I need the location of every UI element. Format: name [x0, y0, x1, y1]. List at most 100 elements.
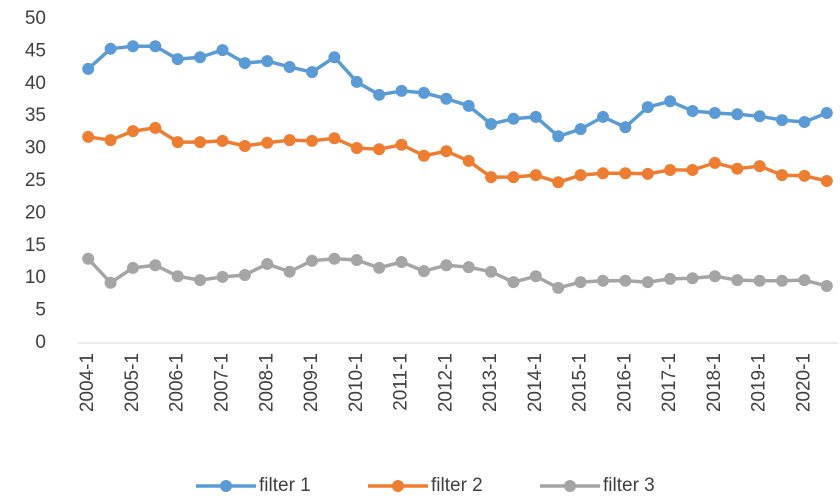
data-point — [820, 106, 833, 119]
data-point — [194, 274, 207, 287]
legend-label: filter 2 — [431, 475, 483, 496]
y-tick-label: 50 — [25, 8, 46, 29]
data-point — [619, 274, 632, 287]
data-point — [238, 57, 251, 70]
data-point — [216, 270, 229, 283]
data-point — [306, 66, 319, 79]
x-tick-label: 2013-1 — [480, 353, 501, 412]
data-point — [574, 123, 587, 136]
y-tick-label: 10 — [25, 267, 46, 288]
data-point — [126, 261, 139, 274]
data-point — [171, 53, 184, 66]
data-point — [417, 86, 430, 99]
data-point — [328, 252, 341, 265]
data-point — [194, 51, 207, 64]
data-point — [350, 254, 363, 267]
data-point — [82, 252, 95, 265]
legend-label: filter 1 — [259, 475, 311, 496]
data-point — [753, 160, 766, 173]
legend-label: filter 3 — [603, 475, 655, 496]
data-point — [529, 169, 542, 182]
data-point — [149, 121, 162, 134]
data-point — [216, 44, 229, 57]
x-tick-label: 2007-1 — [212, 353, 233, 412]
x-tick-label: 2005-1 — [122, 353, 143, 412]
y-tick-label: 35 — [25, 105, 46, 126]
data-point — [440, 259, 453, 272]
data-point — [373, 261, 386, 274]
x-tick-label: 2014-1 — [525, 353, 546, 412]
series-line — [87, 44, 828, 139]
data-point — [753, 274, 766, 287]
data-point — [395, 84, 408, 97]
data-point — [104, 42, 117, 55]
data-point — [261, 136, 274, 149]
data-point — [238, 268, 251, 281]
data-point — [104, 276, 117, 289]
data-point — [485, 117, 498, 130]
data-point — [641, 276, 654, 289]
y-tick-label: 45 — [25, 40, 46, 61]
data-point — [126, 125, 139, 138]
y-tick-label: 0 — [35, 332, 46, 353]
data-point — [82, 62, 95, 75]
data-point — [596, 167, 609, 180]
data-point — [798, 116, 811, 129]
series-line — [87, 126, 828, 185]
x-tick-label: 2012-1 — [435, 353, 456, 412]
x-tick-label: 2020-1 — [793, 353, 814, 412]
x-tick-label: 2017-1 — [659, 353, 680, 412]
data-point — [820, 175, 833, 187]
data-point — [306, 134, 319, 147]
data-point — [776, 114, 789, 127]
data-point — [238, 140, 251, 153]
data-point — [462, 261, 475, 274]
data-point — [731, 274, 744, 287]
data-point — [82, 130, 95, 143]
x-tick-label: 2015-1 — [570, 353, 591, 412]
data-point — [529, 110, 542, 123]
data-point — [485, 171, 498, 184]
data-point — [552, 176, 565, 189]
legend-marker — [220, 480, 232, 492]
data-point — [149, 40, 162, 53]
data-point — [462, 154, 475, 167]
data-point — [574, 276, 587, 289]
data-point — [507, 171, 520, 184]
data-point — [552, 281, 565, 294]
data-point — [462, 99, 475, 112]
x-tick-label: 2006-1 — [167, 353, 188, 412]
data-point — [619, 121, 632, 134]
data-point — [485, 265, 498, 278]
series-line — [86, 257, 828, 290]
y-tick-label: 20 — [25, 202, 46, 223]
data-point — [731, 108, 744, 121]
data-point — [328, 51, 341, 64]
data-point — [776, 274, 789, 287]
data-point — [104, 134, 117, 147]
legend-marker — [564, 480, 576, 492]
data-point — [283, 134, 296, 147]
data-point — [798, 169, 811, 182]
data-point — [641, 101, 654, 114]
y-tick-label: 40 — [25, 73, 46, 94]
data-point — [753, 110, 766, 123]
data-point — [440, 145, 453, 158]
legend-marker — [392, 480, 404, 492]
data-point — [328, 132, 341, 145]
data-point — [664, 95, 677, 108]
data-point — [417, 265, 430, 278]
data-point — [731, 162, 744, 175]
data-point — [216, 134, 229, 147]
y-tick-label: 30 — [25, 138, 46, 159]
data-point — [619, 167, 632, 180]
data-point — [417, 149, 430, 162]
data-point — [261, 55, 274, 68]
y-tick-label: 25 — [25, 170, 46, 191]
data-point — [283, 60, 296, 73]
data-point — [350, 75, 363, 88]
data-point — [574, 169, 587, 182]
data-point — [395, 256, 408, 268]
x-tick-label: 2011-1 — [391, 353, 412, 411]
